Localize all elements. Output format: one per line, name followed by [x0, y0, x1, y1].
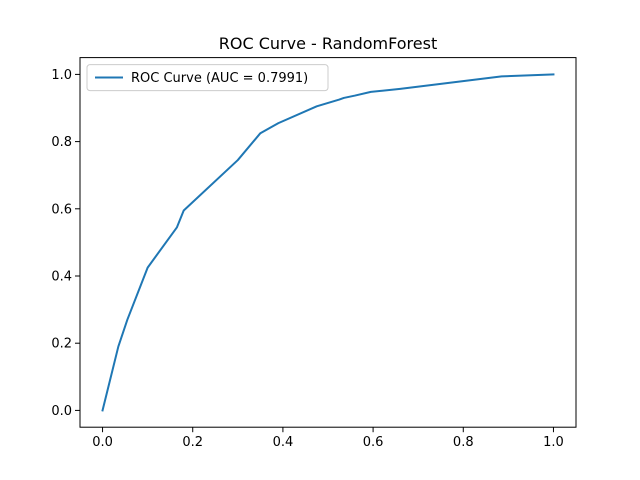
y-tick-label: 0.6	[51, 202, 72, 217]
x-tick-label: 0.2	[182, 435, 203, 450]
y-tick-label: 0.0	[51, 404, 72, 419]
y-tick-label: 0.2	[51, 337, 72, 352]
x-tick-label: 0.0	[92, 435, 113, 450]
roc-curve-line	[101, 73, 555, 412]
x-tick-label: 0.8	[453, 435, 474, 450]
x-tick-label: 0.6	[363, 435, 384, 450]
plot-frame	[79, 57, 577, 428]
legend-box	[86, 64, 329, 92]
y-tick-label: 0.8	[51, 135, 72, 150]
y-tick-label: 1.0	[51, 68, 72, 83]
y-tick-label: 0.4	[51, 270, 72, 285]
chart-title: ROC Curve - RandomForest	[219, 34, 437, 53]
legend: ROC Curve (AUC = 0.7991)	[86, 64, 329, 92]
x-tick-label: 1.0	[543, 435, 564, 450]
legend-label: ROC Curve (AUC = 0.7991)	[131, 71, 308, 86]
x-tick-label: 0.4	[273, 435, 294, 450]
